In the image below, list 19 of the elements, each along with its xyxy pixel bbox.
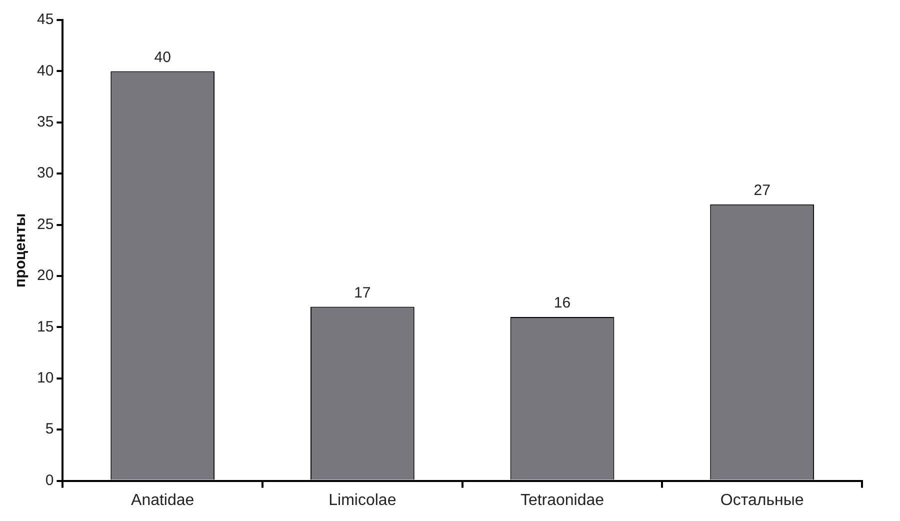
- y-tick-label: 20: [36, 267, 54, 284]
- y-tick-label: 5: [45, 420, 54, 438]
- y-tick-label: 45: [36, 11, 54, 28]
- x-tick-label: Tetraonidae: [520, 492, 604, 509]
- x-tick-label: Остальные: [720, 492, 804, 509]
- y-tick-label: 30: [36, 164, 54, 182]
- data-label: 16: [554, 294, 571, 312]
- y-tick-label: 15: [36, 318, 54, 336]
- y-tick-label: 35: [36, 114, 54, 131]
- x-tick-label: Anatidae: [131, 492, 194, 509]
- y-tick-label: 10: [36, 370, 54, 387]
- y-tick-label: 0: [45, 472, 54, 489]
- data-label: 40: [154, 48, 171, 66]
- x-tick-label: Limicolae: [328, 492, 396, 509]
- data-label: 17: [354, 284, 371, 302]
- y-tick-label: 40: [36, 62, 54, 80]
- y-axis-title: проценты: [12, 213, 30, 288]
- data-label: 27: [754, 182, 770, 199]
- y-tick-label: 25: [36, 216, 54, 233]
